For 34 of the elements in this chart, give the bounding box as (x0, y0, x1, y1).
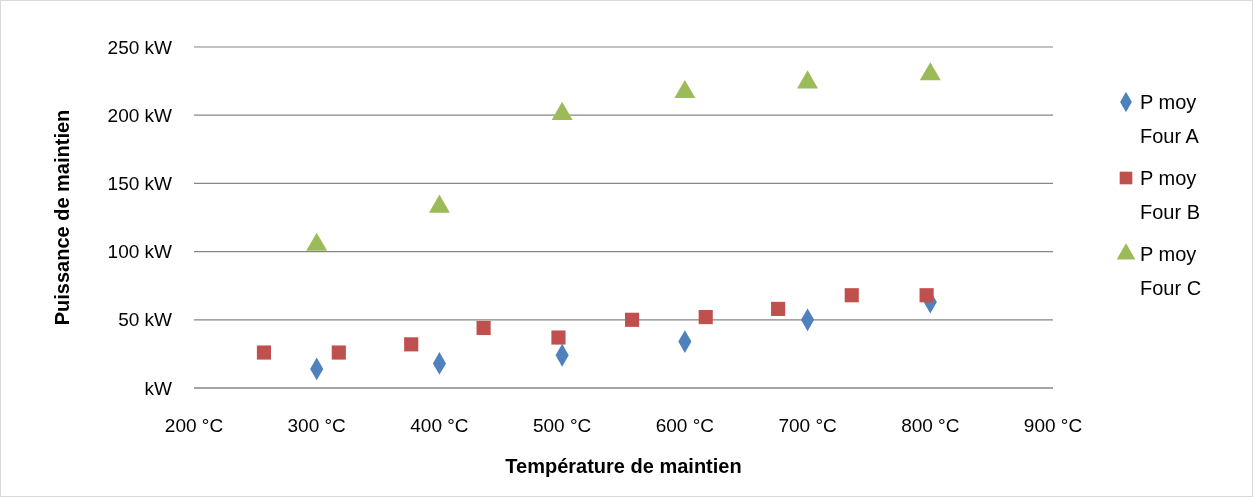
x-tick-label: 400 °C (410, 415, 469, 436)
point (551, 330, 566, 345)
point (551, 101, 573, 120)
point (256, 345, 272, 360)
y-tick-label: 100 kW (107, 241, 173, 263)
legend-label: P moy Four B (1140, 167, 1201, 223)
legend-label: P moy Four A (1140, 91, 1200, 147)
point (625, 312, 640, 327)
point (844, 288, 859, 303)
point (331, 345, 346, 360)
point (797, 70, 819, 89)
point (404, 337, 419, 352)
point (919, 288, 934, 303)
legend-label: P moy Four C (1140, 243, 1202, 299)
point (476, 320, 491, 336)
x-axis-title: Température de maintien (505, 455, 742, 477)
x-tick-label: 500 °C (532, 415, 592, 436)
x-tick-label: 300 °C (287, 415, 346, 436)
x-tick-label: 600 °C (655, 415, 715, 436)
y-tick-label: kW (144, 377, 173, 399)
x-tick-label: 700 °C (778, 415, 837, 436)
point (428, 194, 450, 213)
y-tick-label: 200 kW (107, 104, 173, 126)
y-axis-title: Puissance de maintien (51, 109, 73, 326)
point (771, 301, 786, 316)
point (919, 62, 941, 81)
x-tick-label: 200 °C (164, 415, 224, 436)
x-tick-label: 900 °C (1023, 415, 1083, 436)
point (674, 79, 696, 99)
y-tick-label: 150 kW (107, 173, 173, 195)
x-tick-label: 800 °C (901, 415, 960, 436)
y-tick-label: 250 kW (107, 36, 173, 58)
y-tick-label: 50 kW (118, 309, 173, 331)
point (698, 310, 713, 325)
